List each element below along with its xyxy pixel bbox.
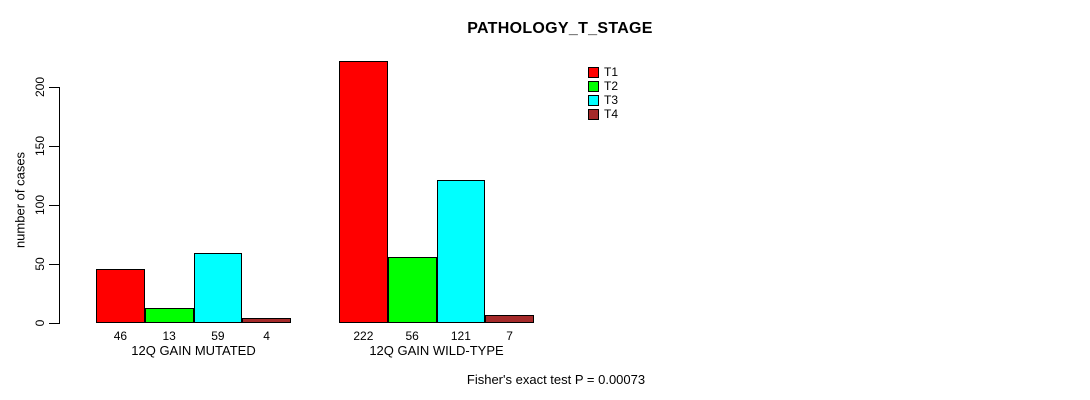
stat-annotation: Fisher's exact test P = 0.00073	[466, 372, 646, 387]
y-axis-tick	[49, 146, 59, 147]
y-axis-title: number of cases	[12, 151, 28, 249]
y-axis-tick	[49, 87, 59, 88]
y-axis-tick-label: 0	[33, 319, 47, 327]
bar-t1-group1	[96, 269, 145, 323]
category-label: 12Q GAIN MUTATED	[131, 343, 256, 358]
y-axis-tick	[49, 323, 59, 324]
y-axis-tick	[49, 205, 59, 206]
y-axis-tick	[49, 264, 59, 265]
y-axis-tick-label: 150	[33, 135, 47, 157]
bar-value-label: 56	[405, 329, 419, 343]
bar-t4-group2	[485, 315, 534, 323]
legend-item-t4: T4	[588, 107, 618, 121]
bar-value-label: 4	[263, 329, 270, 343]
bar-value-label: 59	[211, 329, 225, 343]
legend-swatch-t1	[588, 66, 599, 78]
legend-label: T1	[604, 65, 619, 79]
y-axis-tick-label: 100	[33, 194, 47, 216]
bar-value-label: 46	[113, 329, 128, 343]
bar-value-label: 13	[162, 329, 176, 343]
chart-title: PATHOLOGY_T_STAGE	[467, 20, 653, 37]
bar-t3-group1	[193, 253, 243, 323]
legend-label: T3	[604, 93, 619, 107]
legend-item-t3: T3	[588, 93, 618, 107]
legend: T1 T2 T3 T4	[588, 65, 618, 121]
bar-t2-group1	[144, 308, 194, 323]
bar-t1-group2	[339, 61, 388, 323]
y-axis-tick-label: 50	[33, 257, 47, 271]
legend-swatch-t4	[588, 108, 599, 120]
legend-item-t2: T2	[588, 79, 618, 93]
legend-label: T4	[604, 107, 619, 121]
legend-swatch-t2	[588, 80, 599, 92]
category-label: 12Q GAIN WILD-TYPE	[369, 343, 504, 358]
bar-t4-group1	[242, 318, 291, 323]
y-axis-tick-label: 200	[33, 76, 47, 98]
bar-value-label: 121	[450, 329, 471, 343]
legend-swatch-t3	[588, 94, 599, 106]
legend-label: T2	[604, 79, 619, 93]
legend-item-t1: T1	[588, 65, 618, 79]
bar-t2-group2	[387, 257, 437, 323]
bar-t3-group2	[436, 180, 486, 323]
y-axis-line	[59, 87, 60, 324]
bar-value-label: 222	[353, 329, 374, 343]
bar-value-label: 7	[506, 329, 513, 343]
